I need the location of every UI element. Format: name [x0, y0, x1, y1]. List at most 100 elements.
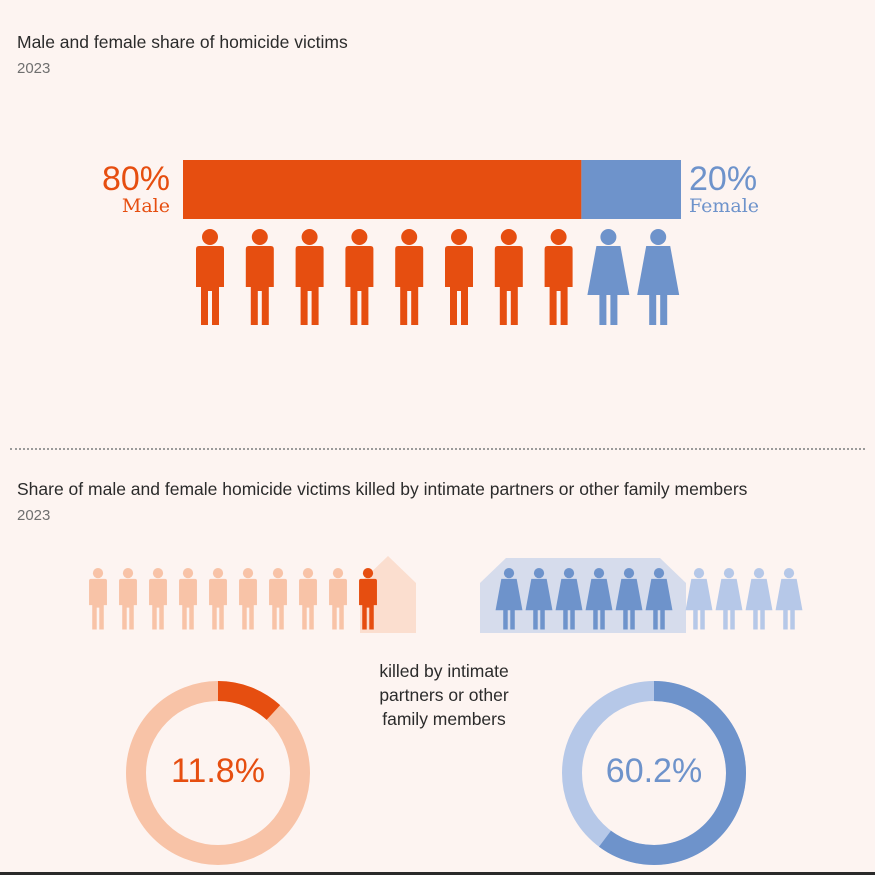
- person-body: [149, 578, 167, 630]
- person-head: [451, 229, 467, 245]
- person-body: [239, 578, 257, 630]
- person-head: [242, 568, 254, 579]
- male-share-value: 80%: [101, 160, 170, 198]
- person-body: [525, 578, 553, 630]
- person-head: [723, 568, 735, 579]
- bar-female: [581, 160, 681, 219]
- person-head: [362, 568, 374, 579]
- chart-title-2: Share of male and female homicide victim…: [17, 479, 748, 499]
- female-share-label: Female: [689, 195, 760, 217]
- male-share-label: Male: [121, 195, 170, 217]
- person-head: [122, 568, 134, 579]
- male-person-icon: [179, 568, 197, 630]
- female-person-icon: [745, 568, 773, 630]
- male-person-icon: [269, 568, 287, 630]
- person-head: [563, 568, 575, 579]
- person-head: [600, 229, 617, 245]
- person-body: [299, 578, 317, 630]
- person-body: [345, 246, 374, 325]
- person-body: [555, 578, 583, 630]
- male-person-icon: [494, 229, 523, 325]
- person-body: [645, 578, 673, 630]
- person-head: [693, 568, 705, 579]
- person-body: [329, 578, 347, 630]
- person-body: [745, 578, 773, 630]
- bottom-rule: [0, 872, 875, 875]
- female-highlight-person-icon: [585, 568, 613, 630]
- person-head: [332, 568, 344, 579]
- male-person-icon: [395, 229, 424, 325]
- chart-subtitle-2: 2023: [17, 507, 51, 524]
- person-body: [245, 246, 274, 325]
- female-highlight-person-icon: [615, 568, 643, 630]
- female-highlight-person-icon: [495, 568, 523, 630]
- chart-title-1: Male and female share of homicide victim…: [17, 32, 348, 52]
- person-head: [593, 568, 605, 579]
- male-person-icon: [239, 568, 257, 630]
- person-head: [753, 568, 765, 579]
- person-head: [533, 568, 545, 579]
- female-donut-value: 60.2%: [605, 752, 703, 790]
- female-highlight-person-icon: [555, 568, 583, 630]
- person-body: [585, 578, 613, 630]
- person-head: [623, 568, 635, 579]
- person-body: [269, 578, 287, 630]
- person-body: [587, 246, 630, 325]
- person-body: [119, 578, 137, 630]
- person-head: [152, 568, 164, 579]
- person-head: [500, 229, 517, 245]
- person-head: [351, 229, 368, 245]
- male-person-icon: [209, 568, 227, 630]
- female-highlight-person-icon: [525, 568, 553, 630]
- annotation-line-1: killed by intimate: [379, 661, 509, 681]
- male-person-icon: [329, 568, 347, 630]
- person-body: [209, 578, 227, 630]
- person-body: [445, 246, 473, 325]
- male-person-icon: [119, 568, 137, 630]
- annotation-line-2: partners or other: [379, 685, 509, 705]
- male-person-icon: [295, 229, 324, 325]
- female-person-icon: [715, 568, 743, 630]
- person-body: [544, 246, 573, 325]
- person-head: [783, 568, 795, 579]
- person-head: [302, 568, 314, 579]
- male-person-icon: [299, 568, 317, 630]
- person-body: [89, 578, 107, 630]
- male-person-icon: [445, 229, 473, 325]
- person-head: [272, 568, 284, 579]
- person-head: [182, 568, 194, 579]
- person-body: [494, 246, 523, 325]
- person-body: [395, 246, 424, 325]
- male-person-icon: [89, 568, 107, 630]
- female-share-value: 20%: [689, 160, 758, 198]
- person-head: [301, 229, 318, 245]
- donut-annotation: killed by intimate partners or other fam…: [350, 659, 538, 731]
- person-head: [251, 229, 268, 245]
- male-house-icon: [360, 556, 416, 633]
- female-person-icon: [587, 229, 630, 325]
- male-highlight-person-icon: [359, 568, 377, 630]
- female-person-icon: [637, 229, 680, 325]
- person-body: [615, 578, 643, 630]
- person-head: [202, 229, 218, 245]
- annotation-line-3: family members: [382, 709, 506, 729]
- person-head: [653, 568, 665, 579]
- person-head: [550, 229, 567, 245]
- female-donut-arc: [599, 681, 746, 865]
- male-donut-arc: [217, 681, 281, 721]
- person-head: [401, 229, 418, 245]
- person-body: [196, 246, 224, 325]
- person-body: [685, 578, 713, 630]
- person-head: [212, 568, 224, 579]
- male-person-icon: [149, 568, 167, 630]
- female-highlight-person-icon: [645, 568, 673, 630]
- female-person-icon: [685, 568, 713, 630]
- person-head: [503, 568, 515, 579]
- person-body: [179, 578, 197, 630]
- person-head: [92, 568, 104, 579]
- person-body: [775, 578, 803, 630]
- male-person-icon: [196, 229, 224, 325]
- male-person-icon: [245, 229, 274, 325]
- male-person-icon: [544, 229, 573, 325]
- person-body: [495, 578, 523, 630]
